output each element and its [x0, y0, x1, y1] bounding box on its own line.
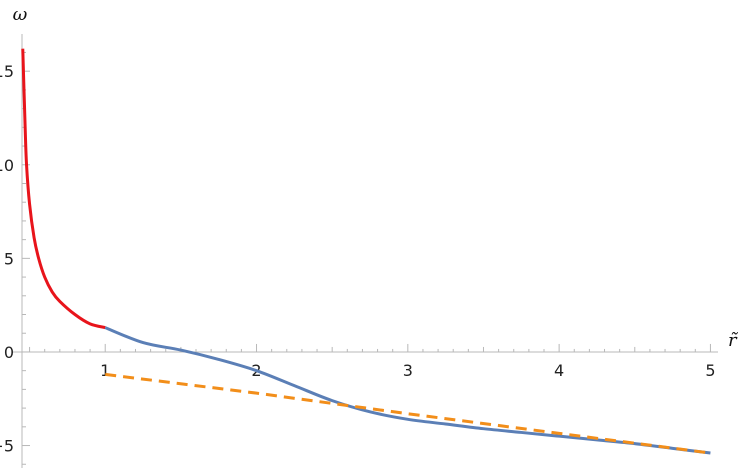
y-tick-label: 5	[4, 249, 14, 268]
y-tick-label: −5	[0, 437, 14, 456]
x-tick-label: 3	[403, 361, 413, 380]
red-curve-series	[21, 48, 106, 330]
x-tick-label: 1	[100, 361, 110, 380]
y-tick-label: 0	[4, 343, 14, 362]
orange-dashed-asymptote-series	[105, 372, 711, 455]
x-tick-label: 4	[554, 361, 564, 380]
axis-ticks	[22, 51, 711, 465]
y-axis-title: ω	[13, 4, 28, 25]
y-tick-label: 10	[0, 156, 14, 175]
y-tick-label: 15	[0, 62, 14, 81]
x-tick-label: 5	[705, 361, 715, 380]
x-axis-title: r̃	[728, 330, 738, 351]
plot-series	[21, 48, 711, 455]
